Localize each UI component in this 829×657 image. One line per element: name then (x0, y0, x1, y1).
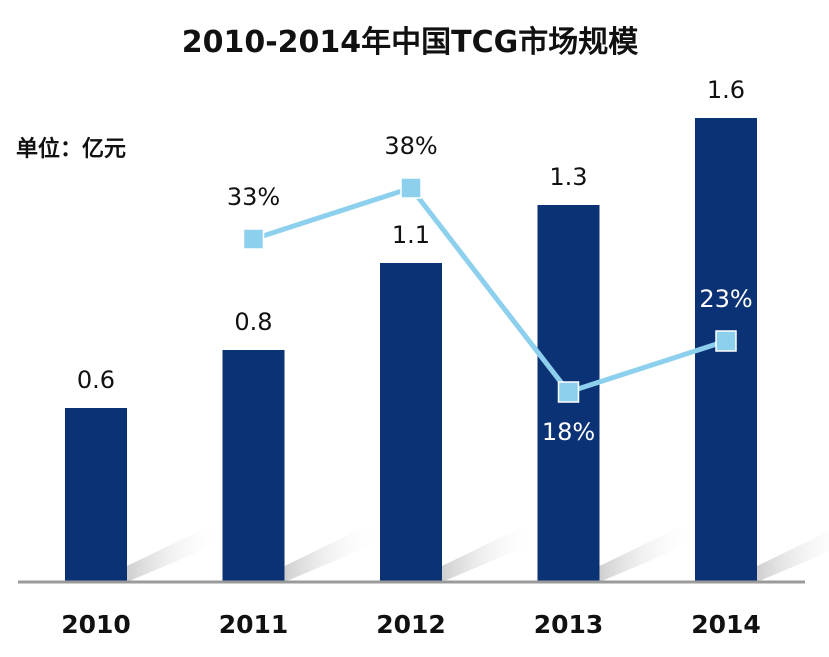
growth-point-2011 (242, 228, 265, 250)
bar-shadows (127, 520, 829, 582)
x-tick-2012: 2012 (376, 610, 446, 639)
bar-2011 (222, 350, 285, 582)
bar-shadow (127, 520, 222, 582)
bar-label-2014: 1.6 (707, 76, 745, 104)
x-tick-2013: 2013 (534, 610, 604, 639)
bar-label-2011: 0.8 (234, 308, 272, 336)
growth-label-2011: 33% (227, 183, 280, 211)
x-tick-2010: 2010 (61, 610, 131, 639)
bar-label-2010: 0.6 (77, 366, 115, 394)
growth-label-2012: 38% (384, 132, 437, 160)
bar-label-2012: 1.1 (392, 221, 430, 249)
bar-2010 (65, 408, 127, 582)
x-tick-labels: 2010 2011 2012 2013 2014 (61, 610, 761, 639)
growth-line (242, 177, 737, 403)
growth-label-2013: 18% (542, 418, 595, 446)
bar-shadow (442, 520, 537, 582)
growth-point-2012 (400, 177, 422, 199)
growth-line-path (252, 185, 727, 395)
data-labels: 0.6 0.8 1.1 1.3 1.6 33% 38% 18% 23% (77, 76, 753, 446)
chart-title: 2010-2014年中国TCG市场规模 (182, 25, 639, 60)
bar-shadow (599, 520, 695, 582)
growth-point-2013 (557, 381, 580, 403)
x-tick-2011: 2011 (219, 610, 289, 639)
x-tick-2014: 2014 (691, 610, 761, 639)
growth-label-2014: 23% (699, 285, 752, 313)
unit-label: 单位：亿元 (16, 136, 126, 162)
bar-shadow (284, 520, 380, 582)
bar-2012 (380, 263, 442, 582)
growth-point-2014 (715, 330, 737, 352)
bar-shadow (757, 531, 829, 582)
bar-label-2013: 1.3 (549, 163, 587, 191)
